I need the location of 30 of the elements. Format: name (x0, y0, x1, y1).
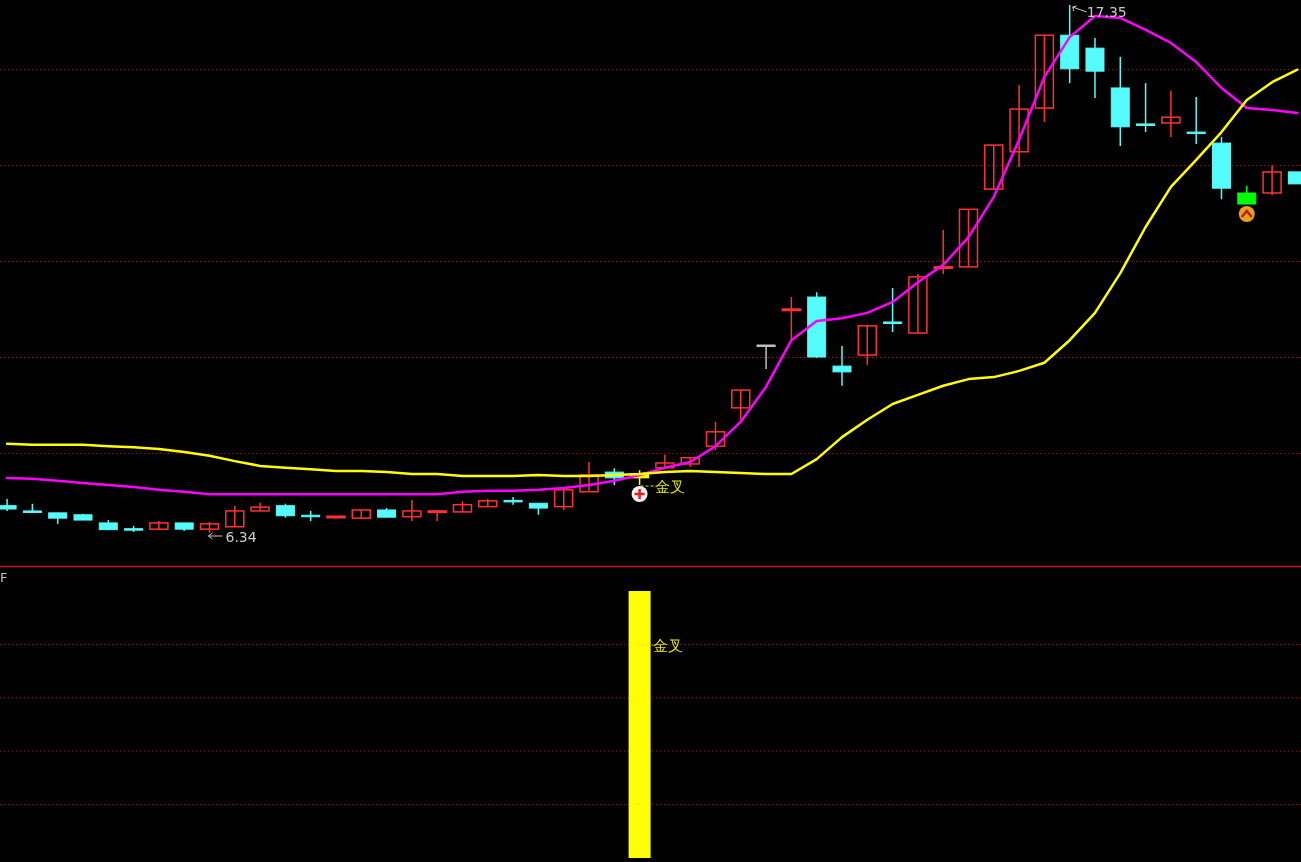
candlestick (1034, 34, 1055, 123)
candlestick (908, 273, 928, 334)
candlestick (1161, 90, 1181, 138)
annotation: 金叉 (654, 478, 685, 496)
candlestick (832, 345, 852, 387)
candlestick (553, 489, 574, 511)
candlestick (225, 504, 245, 528)
candlestick (1186, 96, 1206, 145)
candlestick (402, 499, 422, 522)
candlestick (1009, 84, 1029, 168)
candlestick (857, 325, 878, 366)
candlestick (1136, 82, 1156, 133)
candlestick (781, 296, 802, 341)
candlestick (705, 420, 726, 451)
candlestick (579, 461, 599, 493)
annotation: 17.35 (1086, 4, 1127, 20)
candlestick (933, 229, 953, 275)
candlestick (427, 510, 447, 522)
annotation: 6.34 (225, 529, 257, 545)
candlestick (1085, 37, 1105, 99)
candlestick (731, 389, 751, 421)
candlestick (1262, 164, 1282, 196)
candlestick (958, 208, 979, 268)
annotation: 金叉 (652, 637, 683, 655)
candlestick (984, 144, 1004, 191)
text: F (0, 570, 8, 585)
candlestick (883, 287, 903, 333)
candlestick (756, 344, 776, 370)
candlestick (655, 454, 675, 469)
candlestick (1237, 185, 1257, 205)
